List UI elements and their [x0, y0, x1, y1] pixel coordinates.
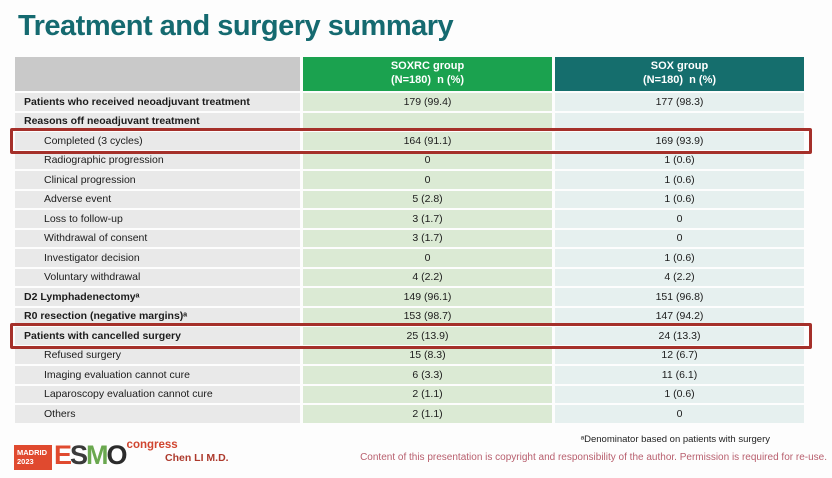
cell-sox: 151 (96.8): [555, 288, 804, 306]
esmo-letter-e: E: [54, 440, 72, 470]
cell-soxrc: 149 (96.1): [303, 288, 552, 306]
badge-year: 2023: [17, 456, 34, 466]
row-label: Others: [15, 405, 300, 423]
row-label: Adverse event: [15, 190, 300, 208]
corner-cell: [15, 57, 300, 91]
row-label: Refused surgery: [15, 346, 300, 364]
row-label: R0 resection (negative margins)ᵃ: [15, 307, 300, 325]
cell-soxrc: 153 (98.7): [303, 307, 552, 325]
row-label: Radiographic progression: [15, 151, 300, 169]
cell-sox: 147 (94.2): [555, 307, 804, 325]
esmo-letter-s: S: [70, 440, 88, 470]
row-label: Investigator decision: [15, 249, 300, 267]
cell-sox: 1 (0.6): [555, 151, 804, 169]
cell-sox: 1 (0.6): [555, 385, 804, 403]
cell-sox: 177 (98.3): [555, 93, 804, 111]
row-label: D2 Lymphadenectomyᵃ: [15, 288, 300, 306]
cell-soxrc: 164 (91.1): [303, 132, 552, 150]
cell-soxrc: 6 (3.3): [303, 366, 552, 384]
cell-soxrc: 0: [303, 249, 552, 267]
badge-city: MADRID: [17, 448, 47, 457]
row-label: Patients who received neoadjuvant treatm…: [15, 93, 300, 111]
cell-soxrc: [303, 112, 552, 130]
table-row: Others 2 (1.1) 0: [15, 405, 805, 423]
row-label: Withdrawal of consent: [15, 229, 300, 247]
table-row: Voluntary withdrawal 4 (2.2) 4 (2.2): [15, 268, 805, 286]
cell-sox: 0: [555, 210, 804, 228]
cell-sox: 1 (0.6): [555, 171, 804, 189]
cell-sox: 0: [555, 405, 804, 423]
table-row: Reasons off neoadjuvant treatment: [15, 112, 805, 130]
table-row: Radiographic progression 0 1 (0.6): [15, 151, 805, 169]
cell-soxrc: 179 (99.4): [303, 93, 552, 111]
cell-sox: 12 (6.7): [555, 346, 804, 364]
table-row: Adverse event 5 (2.8) 1 (0.6): [15, 190, 805, 208]
table-row: Imaging evaluation cannot cure 6 (3.3) 1…: [15, 366, 805, 384]
table-row: R0 resection (negative margins)ᵃ 153 (98…: [15, 307, 805, 325]
esmo-letter-o: O: [106, 440, 128, 470]
cell-soxrc: 25 (13.9): [303, 327, 552, 345]
table-row: Loss to follow-up 3 (1.7) 0: [15, 210, 805, 228]
table-header-row: SOXRC group (N=180) n (%) SOX group (N=1…: [15, 57, 805, 91]
cell-soxrc: 5 (2.8): [303, 190, 552, 208]
table-row: Refused surgery 15 (8.3) 12 (6.7): [15, 346, 805, 364]
cell-sox: 11 (6.1): [555, 366, 804, 384]
summary-table: SOXRC group (N=180) n (%) SOX group (N=1…: [10, 57, 812, 425]
cell-sox: 1 (0.6): [555, 190, 804, 208]
soxrc-group-subtitle: (N=180) n (%): [390, 74, 465, 86]
cell-sox: 24 (13.3): [555, 327, 804, 345]
esmo-wordmark: ESMO: [54, 440, 128, 470]
cell-soxrc: 3 (1.7): [303, 229, 552, 247]
cell-soxrc: 2 (1.1): [303, 385, 552, 403]
row-label: Voluntary withdrawal: [15, 268, 300, 286]
sox-column-header: SOX group (N=180) n (%): [555, 57, 804, 91]
cell-sox: 4 (2.2): [555, 268, 804, 286]
soxrc-column-header: SOXRC group (N=180) n (%): [303, 57, 552, 91]
cell-soxrc: 0: [303, 151, 552, 169]
cell-sox: 1 (0.6): [555, 249, 804, 267]
cell-sox: [555, 112, 804, 130]
cell-soxrc: 2 (1.1): [303, 405, 552, 423]
congress-label: congress: [126, 439, 178, 451]
cell-soxrc: 3 (1.7): [303, 210, 552, 228]
row-label: Completed (3 cycles): [15, 132, 300, 150]
table-row: Investigator decision 0 1 (0.6): [15, 249, 805, 267]
page-title: Treatment and surgery summary: [18, 10, 454, 42]
row-label: Patients with cancelled surgery: [15, 327, 300, 345]
esmo-congress-logo: MADRID 2023 ESMO congress: [14, 438, 178, 471]
table-row: D2 Lymphadenectomyᵃ 149 (96.1) 151 (96.8…: [15, 288, 805, 306]
row-label: Laparoscopy evaluation cannot cure: [15, 385, 300, 403]
table-row: Completed (3 cycles) 164 (91.1) 169 (93.…: [10, 128, 812, 153]
table-row: Withdrawal of consent 3 (1.7) 0: [15, 229, 805, 247]
cell-soxrc: 15 (8.3): [303, 346, 552, 364]
cell-soxrc: 0: [303, 171, 552, 189]
sox-group-name: SOX group: [650, 60, 709, 73]
table-body: Patients who received neoadjuvant treatm…: [10, 93, 812, 423]
table-row: Patients who received neoadjuvant treatm…: [15, 93, 805, 111]
table-row: Patients with cancelled surgery 25 (13.9…: [10, 323, 812, 348]
author-name: Chen LI M.D.: [165, 452, 229, 464]
row-label: Reasons off neoadjuvant treatment: [15, 112, 300, 130]
row-label: Imaging evaluation cannot cure: [15, 366, 300, 384]
copyright-notice: Content of this presentation is copyrigh…: [360, 452, 827, 463]
cell-sox: 0: [555, 229, 804, 247]
row-label: Loss to follow-up: [15, 210, 300, 228]
esmo-letter-m: M: [86, 440, 108, 470]
cell-sox: 169 (93.9): [555, 132, 804, 150]
soxrc-group-name: SOXRC group: [390, 60, 465, 73]
row-label: Clinical progression: [15, 171, 300, 189]
table-row: Laparoscopy evaluation cannot cure 2 (1.…: [15, 385, 805, 403]
table-row: Clinical progression 0 1 (0.6): [15, 171, 805, 189]
footnote: ᵃDenominator based on patients with surg…: [580, 434, 770, 445]
madrid-2023-badge: MADRID 2023: [14, 445, 52, 471]
sox-group-subtitle: (N=180) n (%): [642, 74, 717, 86]
cell-soxrc: 4 (2.2): [303, 268, 552, 286]
